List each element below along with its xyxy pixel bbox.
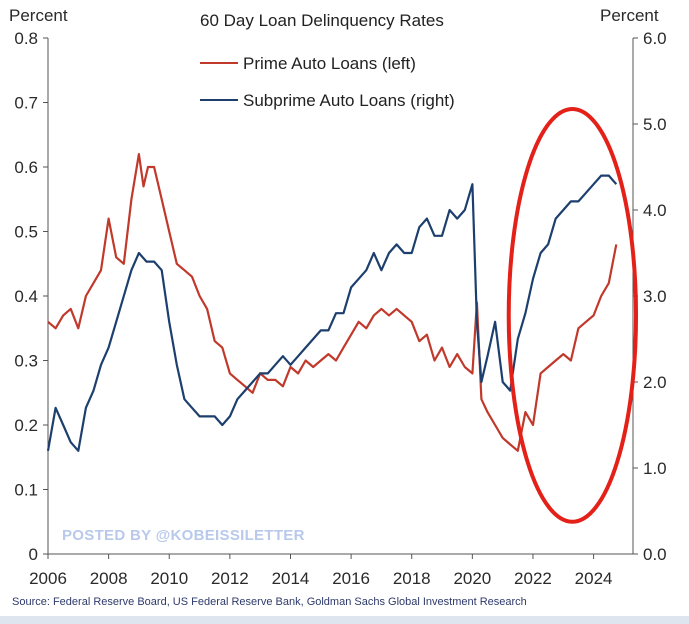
legend-label-prime: Prime Auto Loans (left) (243, 54, 416, 73)
right-tick-label: 5.0 (643, 115, 667, 134)
annotation-layer (506, 106, 639, 524)
left-tick-label: 0.5 (14, 223, 38, 242)
right-axis-unit-label: Percent (600, 6, 659, 25)
left-tick-label: 0.3 (14, 352, 38, 371)
tick-labels: 0 0.1 0.2 0.3 0.4 0.5 0.6 0.7 0.8 0.0 1.0 2.0 3.0 4.0… (14, 29, 666, 588)
watermark: POSTED BY @KOBEISSILETTER (62, 527, 305, 544)
right-tick-label: 4.0 (643, 201, 667, 220)
left-tick-label: 0 (29, 545, 38, 564)
right-tick-label: 3.0 (643, 287, 667, 306)
x-tick-label: 2012 (211, 569, 249, 588)
right-tick-label: 6.0 (643, 29, 667, 48)
right-tick-label: 1.0 (643, 459, 667, 478)
left-tick-label: 0.4 (14, 287, 38, 306)
x-tick-label: 2018 (393, 569, 431, 588)
left-axis-unit-label: Percent (9, 6, 68, 25)
right-tick-label: 2.0 (643, 373, 667, 392)
x-tick-label: 2022 (514, 569, 552, 588)
left-tick-label: 0.1 (14, 481, 38, 500)
legend: Prime Auto Loans (left) Subprime Auto Lo… (200, 54, 455, 110)
highlight-ellipse (506, 106, 639, 524)
source-note: Source: Federal Reserve Board, US Federa… (12, 596, 527, 608)
legend-label-subprime: Subprime Auto Loans (right) (243, 91, 455, 110)
x-tick-label: 2008 (90, 569, 128, 588)
x-tick-label: 2014 (272, 569, 310, 588)
left-tick-label: 0.8 (14, 29, 38, 48)
left-tick-label: 0.6 (14, 158, 38, 177)
right-tick-label: 0.0 (643, 545, 667, 564)
x-tick-label: 2010 (150, 569, 188, 588)
axes (43, 37, 638, 559)
chart-title: 60 Day Loan Delinquency Rates (200, 11, 444, 30)
x-tick-label: 2024 (575, 569, 613, 588)
left-tick-label: 0.7 (14, 94, 38, 113)
bottom-strip (0, 616, 689, 624)
series-layer (46, 153, 618, 452)
left-tick-label: 0.2 (14, 416, 38, 435)
x-tick-label: 2006 (29, 569, 67, 588)
x-tick-label: 2020 (453, 569, 491, 588)
series-line-prime (47, 153, 618, 452)
x-tick-label: 2016 (332, 569, 370, 588)
series-line-subprime (46, 174, 618, 452)
